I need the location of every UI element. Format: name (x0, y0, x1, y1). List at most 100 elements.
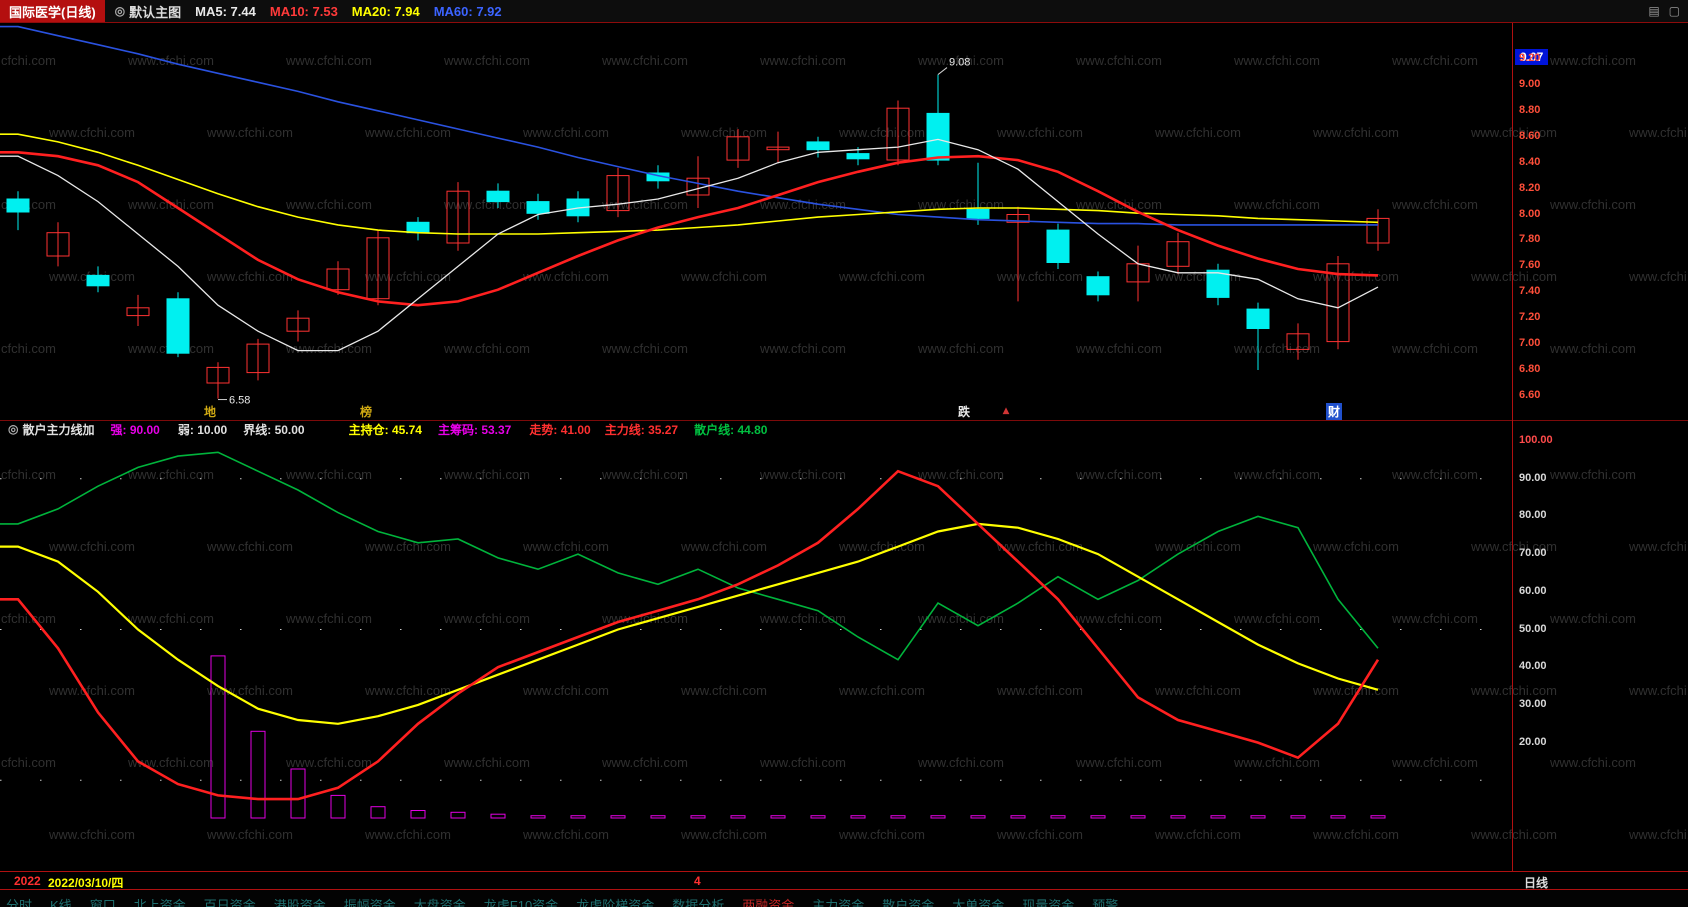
histogram-bar (650, 815, 666, 819)
histogram-bar (1290, 815, 1306, 819)
bottom-tab[interactable]: 北上资金 (133, 898, 186, 907)
watermark: www.cfchi.com (1550, 467, 1636, 482)
bottom-tab[interactable]: 龙虎F10资金 (483, 898, 559, 907)
axis-tick: 30.00 (1519, 697, 1547, 710)
event-mark[interactable]: 榜 (360, 405, 373, 419)
watermark: www.cfchi.com (0, 755, 56, 770)
layout-label: 默认主图 (129, 4, 182, 20)
axis-tick: 50.00 (1519, 622, 1547, 635)
timeline-date[interactable]: 2022/03/10/四 (48, 876, 124, 890)
bottom-tab[interactable]: 主力资金 (812, 898, 865, 907)
histogram-bar (250, 730, 266, 819)
axis-tick: 100.00 (1519, 434, 1553, 446)
watermark: www.cfchi.com (1076, 341, 1162, 356)
histogram-bar (290, 768, 306, 819)
histogram-bar (530, 815, 546, 819)
watermark: www.cfchi.com (1076, 467, 1162, 482)
ma-label: MA20: 7.94 (351, 3, 420, 19)
watermark: www.cfchi.com (365, 539, 451, 554)
bottom-tab[interactable]: 数据分析 (672, 898, 725, 907)
watermark: www.cfchi.com (523, 125, 609, 140)
axis-tick: 90.00 (1519, 471, 1547, 484)
candle-body (1206, 269, 1230, 298)
event-mark[interactable]: 财 (1326, 403, 1343, 420)
watermark: www.cfchi.com (0, 611, 56, 626)
watermark: www.cfchi.com (523, 683, 609, 698)
event-mark[interactable]: ▴ (1003, 403, 1010, 417)
watermark: www.cfchi.com (1629, 269, 1688, 284)
bottom-tab[interactable]: 预警 (1092, 898, 1119, 907)
watermark: www.cfchi.com (444, 53, 530, 68)
histogram-bar (690, 815, 706, 819)
watermark: www.cfchi.com (1234, 197, 1320, 212)
watermark: www.cfchi.com (49, 539, 135, 554)
watermark: www.cfchi.com (1392, 755, 1478, 770)
indicator-line-主持仓 (0, 522, 1379, 725)
bottom-tab[interactable]: 分时 (6, 898, 33, 907)
bottom-tab[interactable]: 现量资金 (1022, 898, 1075, 907)
indicator-plot[interactable] (0, 437, 1512, 871)
watermark-layer: www.cfchi.com www.cfchi.com www.cfchi.com w… (0, 437, 1688, 871)
candle-body (126, 307, 150, 317)
candle-body (606, 175, 630, 212)
histogram-bar (890, 815, 906, 819)
annotation-line (937, 67, 948, 75)
watermark: www.cfchi.com (1392, 467, 1478, 482)
candle-body (1286, 333, 1310, 350)
window-icons: ▤ ▢ (1648, 4, 1680, 18)
watermark: www.cfchi.com (997, 683, 1083, 698)
event-mark[interactable]: 地 (204, 405, 217, 419)
watermark: www.cfchi.com (760, 467, 846, 482)
indicator-name[interactable]: 散户主力线加 (22, 422, 95, 437)
watermark: www.cfchi.com (1392, 53, 1478, 68)
watermark: www.cfchi.com (1313, 539, 1399, 554)
indicator-line-散户线 (0, 451, 1379, 661)
bottom-tab[interactable]: 散户资金 (882, 898, 935, 907)
watermark: www.cfchi.com (1076, 755, 1162, 770)
bottom-tab[interactable]: 港股资金 (273, 898, 326, 907)
watermark: www.cfchi.com (49, 827, 135, 842)
window-icon[interactable]: ▢ (1668, 4, 1680, 18)
candle-body (326, 268, 350, 291)
bottom-tab[interactable]: 窗口 (89, 898, 116, 907)
candlestick-plot[interactable]: 9.08 6.58 (0, 23, 1512, 420)
bottom-tab[interactable]: 两融资金 (742, 898, 795, 907)
watermark: www.cfchi.com (681, 125, 767, 140)
top-bar: 国际医学(日线) ◎ 默认主图 MA5: 7.44 MA10: 7.53 MA20:… (0, 0, 1688, 23)
watermark: www.cfchi.com (207, 539, 293, 554)
ma-label: MA60: 7.92 (433, 3, 502, 19)
watermark: www.cfchi.com (918, 755, 1004, 770)
histogram-bar (490, 813, 506, 819)
histogram-bar (810, 815, 826, 819)
histogram-bar (1250, 815, 1266, 819)
watermark: www.cfchi.com (1550, 53, 1636, 68)
candle-body (406, 221, 430, 234)
panel-toggle-icon[interactable]: ▤ (1648, 4, 1660, 18)
bottom-tab[interactable]: 百日资金 (203, 898, 256, 907)
bottom-tab[interactable]: 龙虎阶梯资金 (576, 898, 655, 907)
ma-line-MA10 (0, 151, 1379, 307)
watermark: www.cfchi.com (1629, 125, 1688, 140)
watermark: www.cfchi.com (128, 755, 214, 770)
bottom-tab[interactable]: 大盘资金 (413, 898, 466, 907)
candle-body (886, 107, 910, 161)
candle-body (366, 237, 390, 300)
layout-selector[interactable]: ◎ 默认主图 (115, 2, 182, 21)
watermark: www.cfchi.com (918, 611, 1004, 626)
watermark: www.cfchi.com (839, 539, 925, 554)
watermark: www.cfchi.com (1076, 197, 1162, 212)
histogram-bar (1210, 815, 1226, 819)
bottom-tab[interactable]: K线 (50, 898, 72, 907)
watermark: www.cfchi.com (0, 53, 56, 68)
watermark: www.cfchi.com (444, 467, 530, 482)
axis-tick: 80.00 (1519, 509, 1547, 522)
bottom-tab[interactable]: 大单资金 (952, 898, 1005, 907)
watermark: www.cfchi.com (444, 611, 530, 626)
bottom-tab[interactable]: 振幅资金 (343, 898, 396, 907)
candle-body (806, 141, 830, 151)
symbol-title: 国际医学(日线) (0, 0, 105, 22)
period-label[interactable]: 日线 (1524, 876, 1549, 890)
watermark: www.cfchi.com (523, 827, 609, 842)
event-mark[interactable]: 跌 (958, 405, 971, 419)
